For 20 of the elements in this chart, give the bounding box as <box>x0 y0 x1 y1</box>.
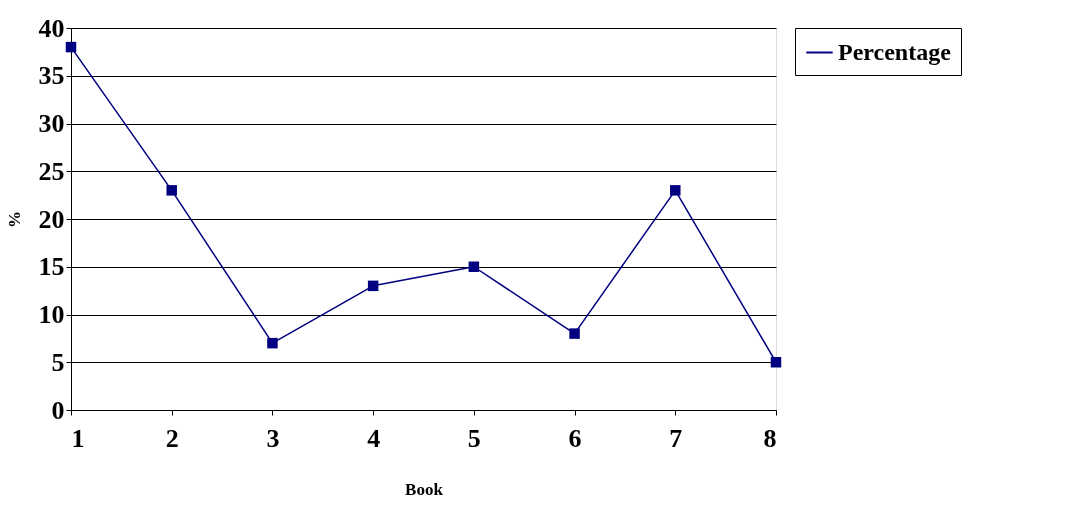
x-tick-label: 3 <box>266 423 280 453</box>
y-tick-label: 40 <box>38 13 65 43</box>
legend-label: Percentage <box>838 38 952 65</box>
y-tick-label: 20 <box>38 204 65 234</box>
y-tick-label: 0 <box>51 395 65 425</box>
y-tick-label: 25 <box>38 156 65 186</box>
x-tick-label: 1 <box>71 423 85 453</box>
y-tick-label: 35 <box>38 61 65 91</box>
x-tick-label: 8 <box>763 423 777 453</box>
x-tick-label: 2 <box>165 423 179 453</box>
x-tick-label: 7 <box>669 423 683 453</box>
y-tick-label: 15 <box>38 252 65 282</box>
y-tick-label: 5 <box>51 347 65 377</box>
x-tick-label: 5 <box>467 423 481 453</box>
y-axis-title: % <box>4 211 24 228</box>
x-axis-title: Book <box>405 479 444 499</box>
y-tick-label: 10 <box>38 300 65 329</box>
x-tick-label: 6 <box>568 423 582 453</box>
x-tick-label: 4 <box>367 423 381 453</box>
y-tick-label: 30 <box>38 109 65 138</box>
